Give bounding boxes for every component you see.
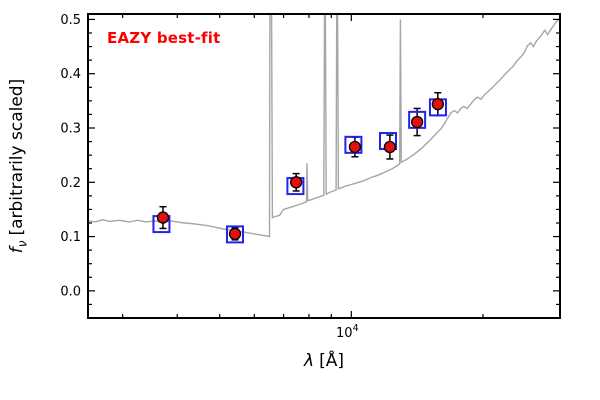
x-axis-label-symbol: λ <box>304 351 315 371</box>
axis-ticks <box>88 14 560 318</box>
plot-frame <box>87 13 561 319</box>
x-tick-label: 104 <box>336 323 359 341</box>
y-tick-label: 0.3 <box>60 122 81 137</box>
y-axis-label: fν [arbitrarily scaled] <box>7 0 33 336</box>
photometry-point <box>410 115 424 129</box>
y-axis-label-symbol: f <box>7 247 27 254</box>
photometry-point <box>290 176 303 189</box>
photometry-errorbars <box>159 91 442 241</box>
y-tick-label: 0.2 <box>60 176 81 191</box>
y-tick-label: 0.4 <box>60 67 81 82</box>
x-axis-label-unit: [Å] <box>319 351 344 371</box>
photometry-point <box>431 97 444 111</box>
y-axis-label-subscript: ν <box>15 240 30 248</box>
photometry-point <box>228 227 242 241</box>
y-tick-label: 0.0 <box>60 284 81 299</box>
photometry-point <box>383 140 397 154</box>
photometry-point <box>156 211 170 224</box>
bestfit-annotation: EAZY best-fit <box>107 29 221 47</box>
x-axis-label: λ [Å] <box>88 351 560 371</box>
model-photometry-square <box>225 225 244 244</box>
y-tick-label: 0.1 <box>60 230 81 245</box>
y-tick-label: 0.5 <box>60 13 81 28</box>
photometry-point <box>348 140 362 154</box>
y-axis-label-unit: [arbitrarily scaled] <box>7 78 27 236</box>
